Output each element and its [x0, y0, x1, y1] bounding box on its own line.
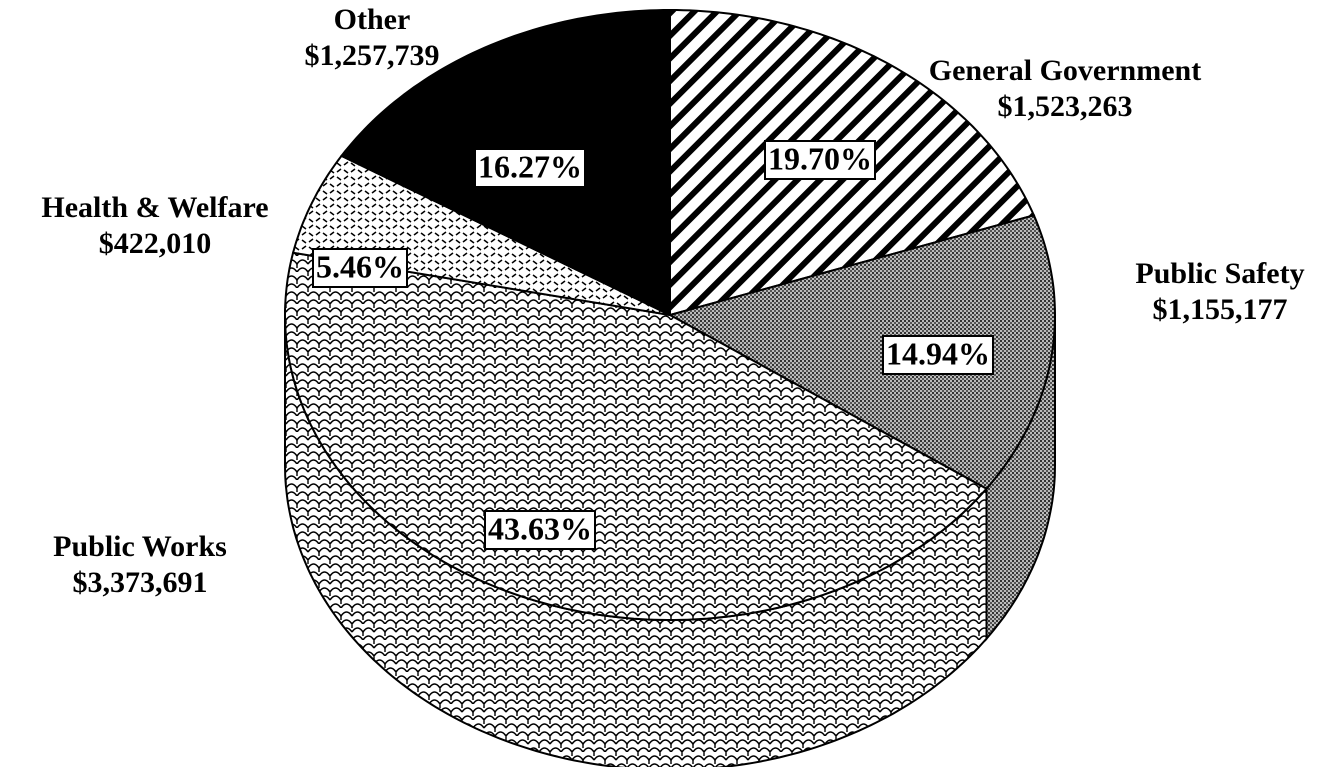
- slice: [284, 251, 989, 621]
- category-label: Public Works: [53, 530, 227, 563]
- category-label: Public Safety: [1135, 257, 1304, 290]
- percent-box: [312, 248, 408, 288]
- value-label: $1,257,739: [305, 39, 440, 72]
- percent-box: [484, 510, 596, 550]
- slice: [667, 214, 1056, 490]
- value-label: $1,155,177: [1153, 293, 1288, 326]
- percent-label: 16.27%: [478, 148, 582, 184]
- value-label: $422,010: [99, 227, 212, 260]
- category-label: Health & Welfare: [41, 191, 268, 224]
- category-label: Other: [334, 3, 411, 36]
- value-label: $3,373,691: [73, 566, 208, 599]
- slice: [291, 154, 671, 316]
- percent-label: 14.94%: [886, 335, 990, 371]
- percent-box: [764, 140, 876, 180]
- percent-box: [882, 335, 994, 375]
- value-label: $1,523,263: [998, 90, 1133, 123]
- percent-label: 5.46%: [316, 248, 404, 284]
- category-label: General Government: [929, 54, 1201, 87]
- percent-box: [474, 148, 586, 188]
- percent-label: 19.70%: [768, 140, 872, 176]
- percent-label: 43.63%: [488, 510, 592, 546]
